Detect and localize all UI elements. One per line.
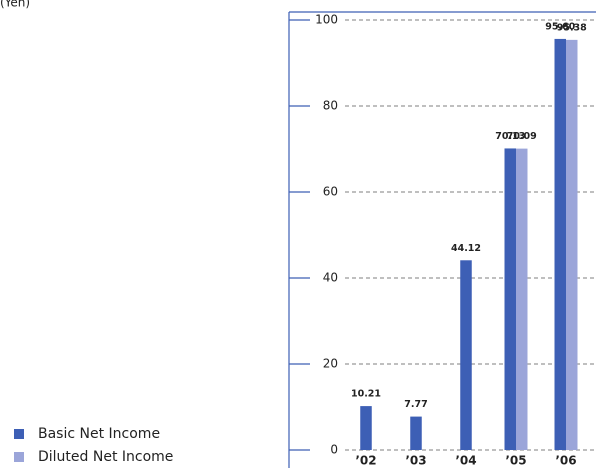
value-label: 95.38 [557, 22, 587, 33]
bar [554, 38, 566, 451]
legend-swatch [14, 452, 24, 462]
y-tick-label: 40 [323, 271, 338, 285]
x-tick-label: ’06 [555, 454, 576, 468]
x-tick-label: ’05 [505, 454, 526, 468]
bar [460, 260, 472, 450]
value-label: 10.21 [351, 389, 381, 400]
x-tick-label: ’03 [405, 454, 426, 468]
y-tick-label: 20 [323, 357, 338, 371]
value-label: 70.13 [495, 131, 525, 142]
y-tick-label: 100 [315, 13, 338, 27]
y-tick-label: 0 [330, 443, 338, 457]
bar [516, 148, 528, 450]
y-tick-label: 60 [323, 185, 338, 199]
bar [504, 148, 516, 451]
legend-swatch [14, 429, 24, 439]
x-tick-label: ’04 [455, 454, 476, 468]
y-tick-label: 80 [323, 99, 338, 113]
value-label: 95.60 [545, 21, 575, 32]
value-label: 44.12 [451, 243, 481, 254]
value-label: 7.77 [404, 399, 427, 410]
value-label: 70.09 [507, 131, 537, 142]
legend-label: Basic Net Income [38, 426, 160, 442]
legend-label: Diluted Net Income [38, 449, 173, 465]
bar [360, 406, 372, 450]
bar [566, 39, 578, 451]
bar [410, 416, 422, 450]
x-tick-label: ’02 [355, 454, 376, 468]
unit-label: (Yen) [0, 0, 30, 10]
